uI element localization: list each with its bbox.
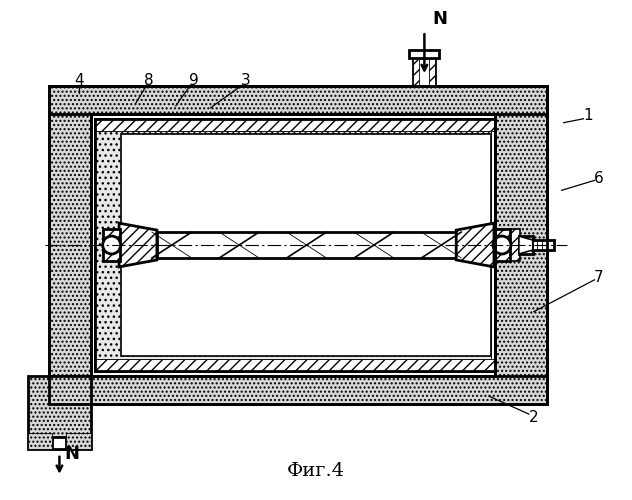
Bar [157,232,456,258]
Polygon shape [456,223,494,267]
Text: 7: 7 [593,270,603,285]
Bar [49,86,91,404]
Bar [49,86,547,114]
Text: Фиг.4: Фиг.4 [287,462,345,480]
Bar [95,118,495,372]
Bar [28,376,91,449]
Bar [121,134,491,356]
Bar [429,58,435,86]
Text: 9: 9 [189,74,198,88]
Bar [495,86,547,404]
Bar [49,86,547,404]
Bar [519,236,533,254]
Bar [28,433,52,449]
Bar [413,58,420,86]
Polygon shape [119,223,157,267]
Bar [49,86,547,404]
Text: 6: 6 [593,171,604,186]
Text: 2: 2 [529,410,538,424]
Bar [95,118,495,372]
Text: N: N [64,445,80,463]
Bar [532,240,554,250]
Text: 8: 8 [144,74,154,88]
Text: 4: 4 [75,74,84,88]
Bar [49,376,547,404]
Text: N: N [432,10,447,28]
Bar [410,50,439,58]
Circle shape [493,236,511,254]
Text: 3: 3 [241,74,250,88]
Polygon shape [519,236,533,254]
Bar [91,114,495,376]
Bar [413,58,435,86]
Circle shape [102,236,121,254]
Bar [91,114,495,376]
Bar [494,229,510,261]
Bar [66,433,91,449]
Bar [494,229,510,261]
Bar [95,118,495,130]
Bar [95,360,495,372]
Bar [103,229,120,261]
Bar [103,229,120,261]
Text: 1: 1 [584,108,593,123]
Bar [510,229,520,261]
Bar [52,437,66,449]
Bar [95,130,491,360]
